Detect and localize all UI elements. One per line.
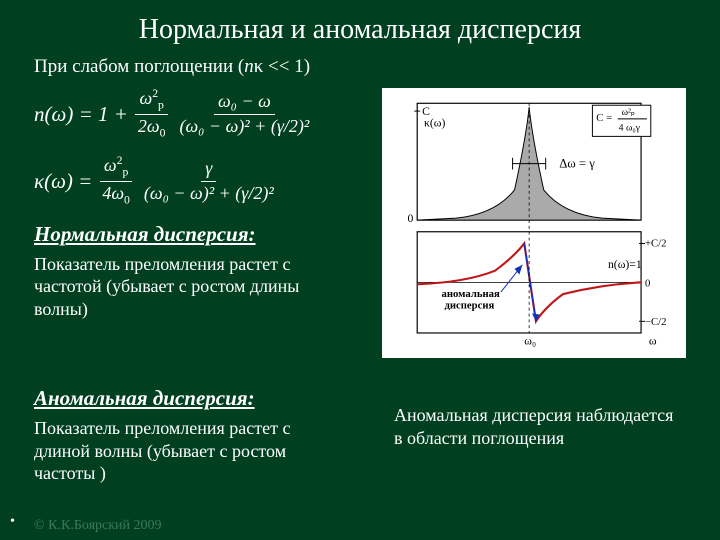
zero-top: 0 <box>407 212 413 225</box>
formula-k: κ(ω) = ω2p 4ω0 γ (ω₀ − ω)² + (γ/2)² <box>34 155 364 208</box>
zero-b: 0 <box>645 277 650 289</box>
anomalous-block: Аномальная дисперсия: Показатель преломл… <box>34 372 364 485</box>
slide-title: Нормальная и аномальная дисперсия <box>0 0 720 46</box>
dispersion-chart: Δω = γ C κ(ω) 0 C = ω²ₚ 4 ω₀γ <box>382 88 686 358</box>
fn1-den: 2ω <box>138 116 160 136</box>
normal-h-text: Нормальная дисперсия <box>34 222 249 246</box>
formula-n-frac1: ω2p 2ω0 <box>134 88 170 141</box>
w0-label: ω₀ <box>524 335 536 348</box>
fk2-num: γ <box>201 159 216 182</box>
subtitle-suffix: << 1) <box>263 56 310 77</box>
anom-label-1: аномальная <box>442 288 500 300</box>
assumption-line: При слабом поглощении (nκ << 1) <box>34 56 686 78</box>
anom-h-text: Аномальная дисперсия <box>34 386 248 410</box>
normal-dispersion-text: Показатель преломления растет с частотой… <box>34 253 334 321</box>
w-label: ω <box>649 335 657 348</box>
subtitle-prefix: При слабом поглощении ( <box>34 56 244 77</box>
c-eq-den: 4 ω₀γ <box>619 123 641 134</box>
anomalous-dispersion-heading: Аномальная дисперсия: <box>34 386 364 411</box>
formula-k-frac2: γ (ω₀ − ω)² + (γ/2)² <box>140 159 278 204</box>
formula-n-frac2: ω₀ − ω (ω₀ − ω)² + (γ/2)² <box>175 92 313 137</box>
subtitle-var: n <box>244 56 254 77</box>
c-eq-prefix: C = <box>596 112 612 124</box>
anom-label-2: дисперсия <box>444 300 494 312</box>
fn1-num: ω <box>139 88 152 108</box>
c-eq-num: ω²ₚ <box>622 107 635 118</box>
fk1-den: 4ω <box>102 183 124 203</box>
subtitle-greek: κ <box>254 56 264 77</box>
plus-c2: +C/2 <box>645 237 666 249</box>
formulas-block: n(ω) = 1 + ω2p 2ω0 ω₀ − ω (ω₀ − ω)² + (γ… <box>34 88 364 358</box>
formula-n-lhs: n(ω) = 1 + <box>34 103 128 126</box>
anomalous-dispersion-text: Показатель преломления растет с длиной в… <box>34 417 334 485</box>
n-label: n(ω)=1 <box>608 258 642 271</box>
formula-n: n(ω) = 1 + ω2p 2ω0 ω₀ − ω (ω₀ − ω)² + (γ… <box>34 88 364 141</box>
fn2-den: (ω₀ − ω)² + (γ/2)² <box>175 115 313 137</box>
fk2-den: (ω₀ − ω)² + (γ/2)² <box>140 182 278 204</box>
formula-k-frac1: ω2p 4ω0 <box>98 155 134 208</box>
copyright-line: © К.К.Боярский 2009 <box>34 518 162 534</box>
kappa-label: κ(ω) <box>424 117 445 130</box>
bullet-marker: • <box>10 514 15 530</box>
fk1-num: ω <box>104 155 117 175</box>
minus-c2: −C/2 <box>645 316 666 328</box>
fn2-num: ω₀ − ω <box>214 92 275 115</box>
content-area: При слабом поглощении (nκ << 1) n(ω) = 1… <box>0 46 720 485</box>
normal-dispersion-heading: Нормальная дисперсия: <box>34 222 364 247</box>
observation-note: Аномальная дисперсия наблюдается в облас… <box>394 404 686 451</box>
formula-k-lhs: κ(ω) = <box>34 170 92 193</box>
delta-omega-label: Δω = γ <box>559 157 595 171</box>
